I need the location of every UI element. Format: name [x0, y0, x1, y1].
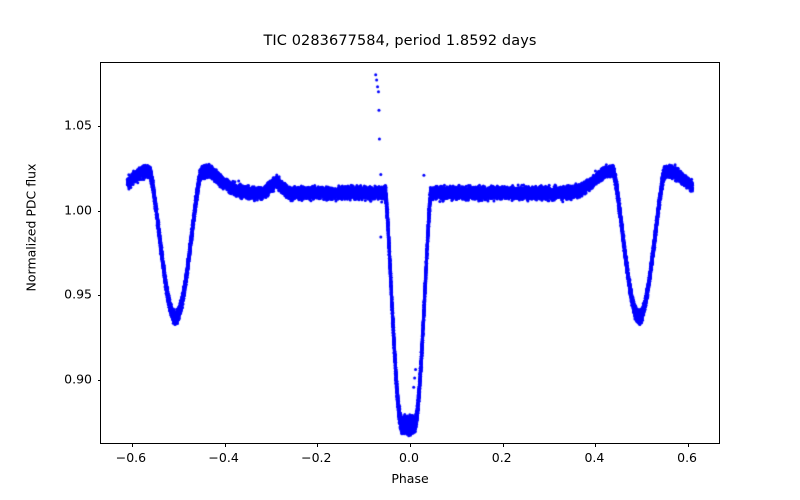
x-tick-mark — [317, 443, 319, 447]
scatter-plot-canvas — [101, 63, 719, 443]
y-tick-mark — [97, 379, 101, 381]
x-tick-mark — [410, 443, 412, 447]
x-tick-label: −0.6 — [115, 450, 147, 465]
x-tick-label: −0.2 — [301, 450, 332, 465]
y-tick-label: 0.90 — [64, 371, 92, 387]
y-tick-label: 0.95 — [64, 286, 92, 302]
x-tick-label: 0.4 — [584, 450, 605, 465]
x-tick-mark — [224, 443, 226, 447]
x-tick-mark — [688, 443, 690, 447]
page-title: TIC 0283677584, period 1.8592 days — [263, 33, 537, 49]
y-tick-mark — [97, 295, 101, 297]
y-tick-mark — [97, 126, 101, 128]
x-tick-label: 0.2 — [491, 450, 512, 465]
x-tick-mark — [595, 443, 597, 447]
y-tick-mark — [97, 210, 101, 212]
plot-axes — [97, 62, 720, 447]
x-axis-tick-labels: −0.6 −0.4 −0.2 0.0 0.2 0.4 0.6 — [100, 450, 720, 468]
x-tick-label: 0.0 — [399, 450, 419, 465]
x-axis-title: Phase — [391, 471, 429, 486]
y-tick-label: 1.05 — [64, 117, 92, 133]
y-axis-tick-labels: 0.90 0.95 1.00 1.05 — [38, 62, 92, 444]
x-tick-label: 0.6 — [677, 450, 698, 465]
x-tick-mark — [502, 443, 504, 447]
y-tick-label: 1.00 — [64, 202, 92, 218]
x-tick-mark — [131, 443, 133, 447]
x-tick-label: −0.4 — [208, 450, 239, 465]
y-axis-title: Normalized PDC flux — [23, 163, 39, 292]
